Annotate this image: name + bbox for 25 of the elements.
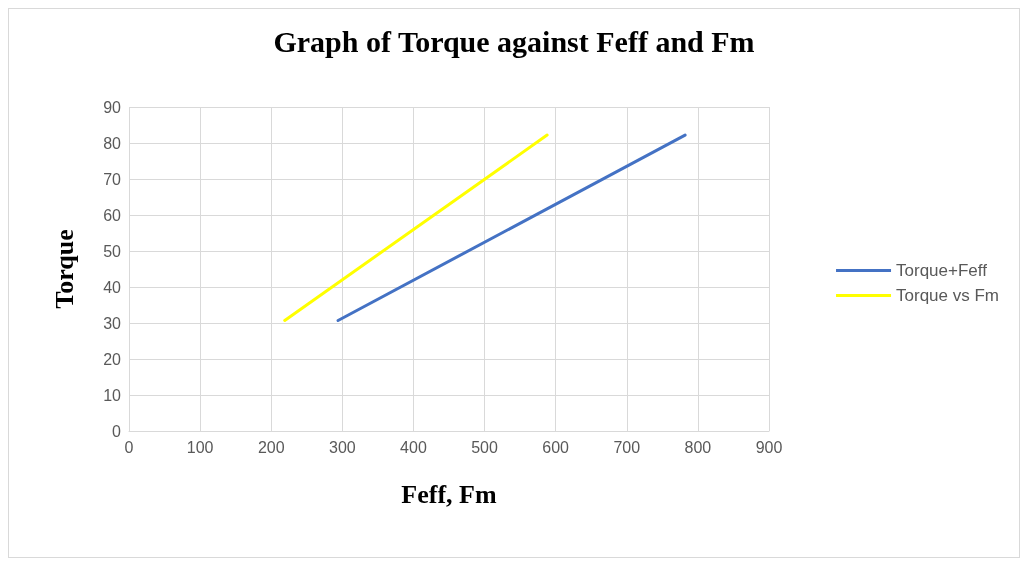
x-tick-label: 300 — [328, 438, 356, 456]
x-tick-label: 900 — [755, 438, 783, 456]
x-tick-label: 800 — [684, 438, 712, 456]
legend-label: Torque+Feff — [896, 261, 988, 280]
x-axis-title: Feff, Fm — [401, 479, 497, 509]
y-tick-label: 80 — [103, 134, 122, 152]
y-tick-label: 30 — [103, 314, 122, 332]
y-tick-label: 50 — [103, 242, 122, 260]
y-tick-label: 90 — [103, 98, 122, 116]
y-tick-label: 40 — [103, 278, 122, 296]
y-tick-label: 10 — [103, 386, 122, 404]
y-axis-title: Torque — [49, 229, 79, 309]
x-tick-label: 600 — [542, 438, 570, 456]
y-tick-label: 70 — [103, 170, 122, 188]
chart-title: Graph of Torque against Feff and Fm — [273, 24, 755, 58]
x-tick-label: 500 — [471, 438, 498, 456]
x-tick-label: 100 — [186, 438, 214, 456]
legend-label: Torque vs Fm — [896, 286, 1000, 305]
y-tick-label: 0 — [112, 422, 122, 440]
x-tick-label: 0 — [124, 438, 134, 456]
y-tick-label: 60 — [103, 206, 122, 224]
x-tick-label: 700 — [613, 438, 641, 456]
x-tick-label: 400 — [400, 438, 427, 456]
x-tick-label: 200 — [257, 438, 285, 456]
y-tick-label: 20 — [103, 350, 122, 368]
